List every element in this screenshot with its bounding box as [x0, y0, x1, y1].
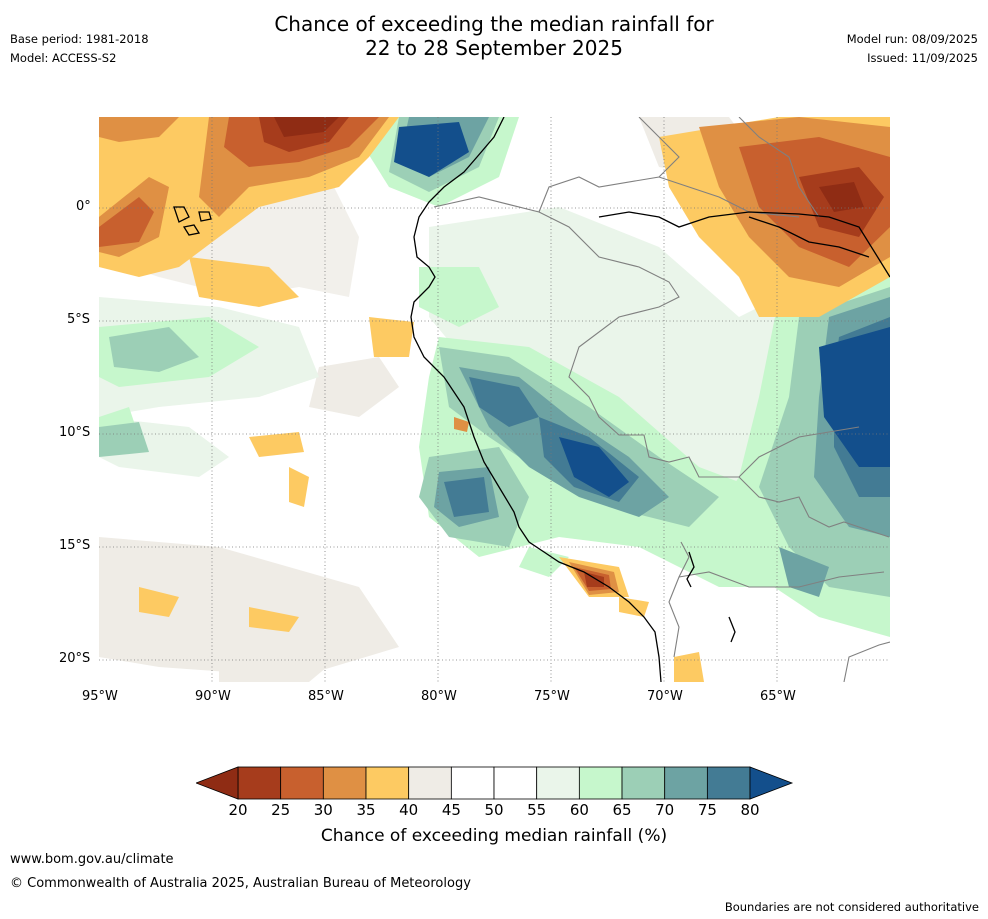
base-period-text: Base period: 1981-2018	[10, 32, 149, 46]
drier-area	[249, 432, 304, 457]
lat-label-15s: 15°S	[59, 538, 91, 553]
footer-copyright: © Commonwealth of Australia 2025, Austra…	[10, 876, 471, 891]
model-text: Model: ACCESS-S2	[10, 51, 117, 65]
wettest-area	[819, 327, 890, 467]
legend-tick-label: 75	[697, 801, 717, 819]
drier-area	[454, 417, 469, 432]
wetter-area	[444, 477, 489, 517]
legend-high-extend	[749, 766, 794, 800]
legend-cell	[493, 766, 538, 800]
map-title: Chance of exceeding the median rainfall …	[0, 12, 988, 60]
wetter-area	[519, 547, 569, 577]
lon-label-70w: 70°W	[647, 689, 683, 704]
legend-cell	[621, 766, 666, 800]
legend-tick-label: 25	[271, 801, 291, 819]
legend-label: Chance of exceeding median rainfall (%)	[320, 826, 668, 846]
wetter-area	[779, 547, 829, 597]
driest-area	[819, 182, 864, 212]
drier-area	[249, 607, 299, 632]
drier-area	[189, 257, 299, 307]
coastline	[173, 117, 890, 682]
wetter-area	[109, 327, 199, 372]
drier-area	[674, 652, 704, 682]
lon-label-75w: 75°W	[534, 689, 570, 704]
legend-colorbar	[196, 766, 794, 800]
legend-tick-label: 80	[740, 801, 760, 819]
lat-label-0: 0°	[76, 199, 91, 214]
rainfall-map	[99, 117, 890, 682]
wetter-area	[469, 377, 539, 427]
drier-area	[369, 317, 414, 357]
legend-low-extend	[196, 766, 239, 800]
legend-tick-label: 30	[313, 801, 333, 819]
legend-cell	[578, 766, 623, 800]
wetter-area	[419, 267, 499, 327]
legend-tick-label: 60	[569, 801, 589, 819]
legend-cell	[322, 766, 367, 800]
legend-tick-label: 45	[441, 801, 461, 819]
legend-cell	[408, 766, 452, 800]
footer-disclaimer: Boundaries are not considered authoritat…	[724, 900, 979, 914]
drier-area	[139, 587, 179, 617]
model-run-text: Model run: 08/09/2025	[846, 32, 978, 46]
title-line-1: Chance of exceeding the median rainfall …	[274, 12, 714, 36]
legend-cell	[706, 766, 751, 800]
legend-tick-label: 70	[655, 801, 675, 819]
legend-cell	[536, 766, 580, 800]
legend-tick-label: 35	[356, 801, 376, 819]
wettest-area	[559, 437, 629, 497]
issued-text: Issued: 11/09/2025	[867, 51, 978, 65]
neutral-area	[309, 357, 399, 417]
legend-tick-label: 55	[527, 801, 547, 819]
wetter-area	[99, 422, 149, 457]
title-line-2: 22 to 28 September 2025	[365, 36, 623, 60]
lon-label-85w: 85°W	[308, 689, 344, 704]
drier-area	[99, 117, 179, 142]
country-borders	[433, 117, 890, 682]
graticule	[99, 117, 890, 682]
lon-label-80w: 80°W	[421, 689, 457, 704]
legend-cell	[280, 766, 324, 800]
legend-tick-label: 50	[484, 801, 504, 819]
lon-label-90w: 90°W	[195, 689, 231, 704]
legend-tick-label: 65	[612, 801, 632, 819]
drier-area	[289, 467, 309, 507]
legend-tick-label: 20	[228, 801, 248, 819]
neutral-area	[219, 627, 339, 682]
legend-cells	[237, 766, 751, 800]
wettest-area	[394, 122, 469, 177]
driest-area	[274, 117, 339, 137]
lat-label-10s: 10°S	[59, 425, 91, 440]
drier-area	[99, 197, 154, 247]
lon-label-65w: 65°W	[760, 689, 796, 704]
legend-cell	[237, 766, 282, 800]
lon-label-95w: 95°W	[82, 689, 118, 704]
legend-cell	[664, 766, 708, 800]
lat-label-5s: 5°S	[67, 312, 91, 327]
lat-label-20s: 20°S	[59, 651, 91, 666]
footer-url[interactable]: www.bom.gov.au/climate	[10, 852, 174, 867]
legend-cell	[365, 766, 410, 800]
rainfall-fields	[99, 117, 890, 682]
legend-cell	[450, 766, 495, 800]
legend-tick-label: 40	[399, 801, 419, 819]
